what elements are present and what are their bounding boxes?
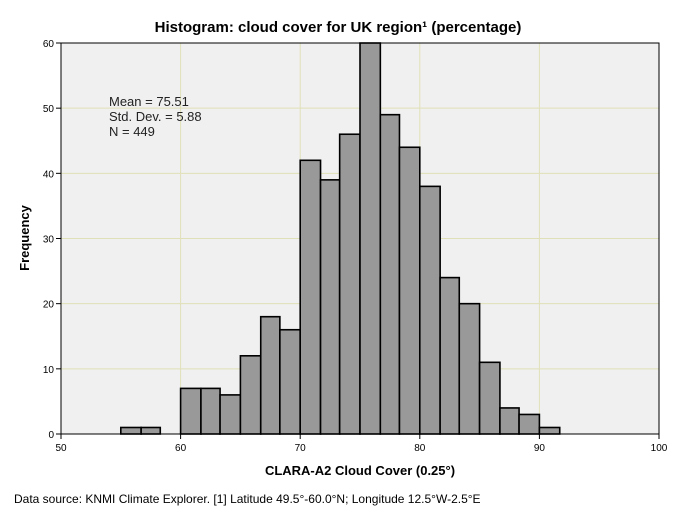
x-tick-label: 60 <box>175 443 187 454</box>
x-tick-label: 50 <box>55 443 67 454</box>
stat-std-dev: Std. Dev. = 5.88 <box>109 109 202 124</box>
histogram-bar <box>458 302 481 435</box>
stat-mean: Mean = 75.51 <box>109 94 189 109</box>
y-axis-label: Frequency <box>17 204 32 271</box>
histogram-bar <box>359 42 382 435</box>
histogram-bar <box>299 159 322 435</box>
histogram-bar <box>418 185 441 435</box>
chart-title: Histogram: cloud cover for UK region¹ (p… <box>155 19 522 36</box>
histogram-bar <box>499 407 520 435</box>
y-tick-label: 10 <box>43 365 55 376</box>
source-note: Data source: KNMI Climate Explorer. [1] … <box>14 492 481 506</box>
histogram-bar <box>439 276 461 435</box>
histogram-bar <box>338 133 361 435</box>
x-tick-label: 90 <box>534 443 546 454</box>
histogram-bar <box>379 113 401 435</box>
y-tick-label: 0 <box>48 430 54 441</box>
histogram-bar <box>239 354 262 435</box>
histogram-bar <box>478 361 501 435</box>
x-tick-label: 100 <box>651 443 668 454</box>
histogram-bar <box>279 328 302 435</box>
y-tick-label: 50 <box>43 104 55 115</box>
bars <box>120 42 561 435</box>
x-axis-label: CLARA-A2 Cloud Cover (0.25°) <box>265 463 455 478</box>
y-axis-ticks: 0 10 20 30 40 50 60 <box>43 39 61 441</box>
x-axis-ticks: 50 60 70 80 90 100 <box>55 434 668 454</box>
histogram-bar <box>120 426 142 435</box>
y-tick-label: 20 <box>43 300 55 311</box>
histogram-bar <box>219 394 242 435</box>
histogram-bar <box>259 315 281 435</box>
y-tick-label: 30 <box>43 235 55 246</box>
x-tick-label: 80 <box>414 443 426 454</box>
x-tick-label: 70 <box>295 443 307 454</box>
y-tick-label: 60 <box>43 39 55 50</box>
histogram-bar <box>538 426 561 435</box>
histogram-bar <box>398 146 421 435</box>
histogram-bar <box>518 413 541 435</box>
histogram-bar <box>140 426 162 435</box>
y-tick-label: 40 <box>43 169 55 180</box>
histogram-bar <box>319 179 341 435</box>
histogram-bar <box>179 387 202 435</box>
histogram-bar <box>200 387 221 435</box>
stat-n: N = 449 <box>109 124 155 139</box>
